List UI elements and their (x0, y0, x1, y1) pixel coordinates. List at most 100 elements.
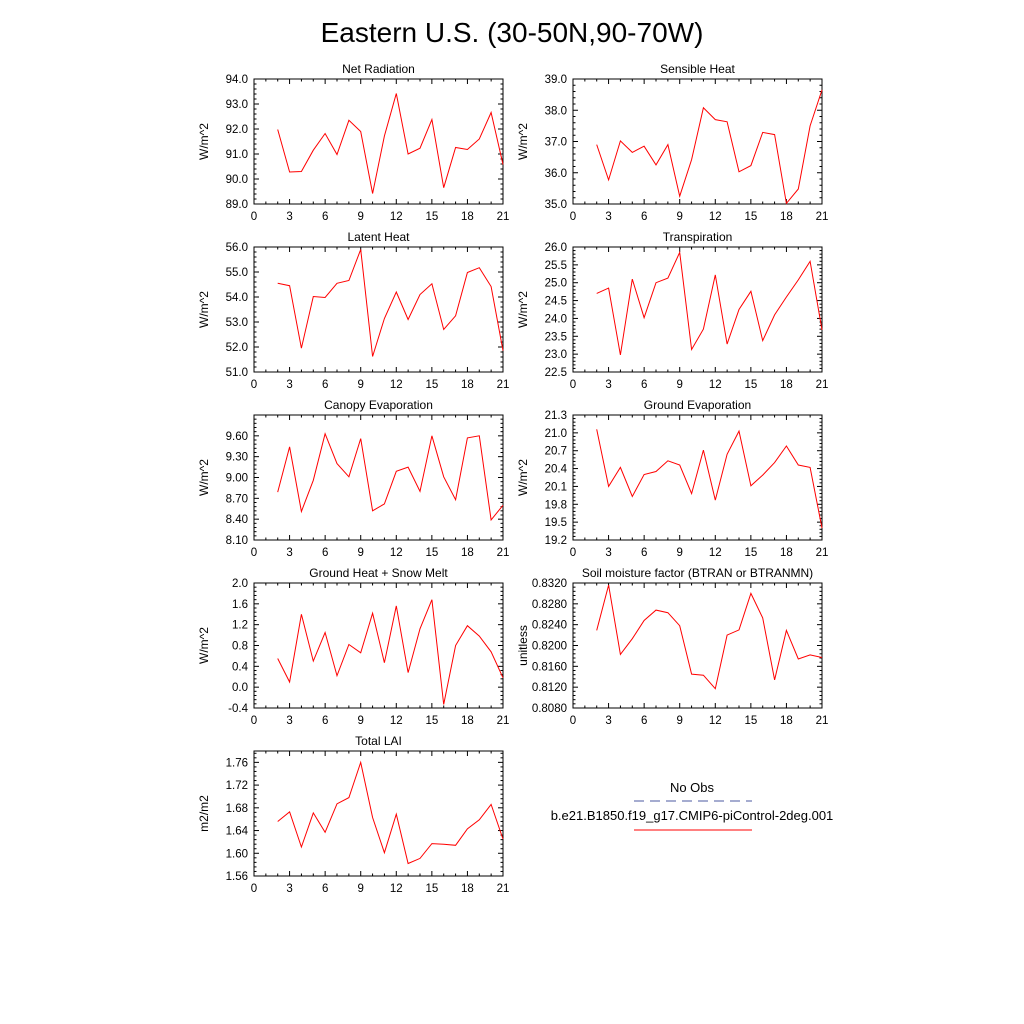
y-tick-label: 1.2 (232, 620, 248, 632)
y-tick-label: 9.60 (226, 431, 248, 443)
panel-title: Soil moisture factor (BTRAN or BTRANMN) (582, 566, 813, 580)
x-tick-label: 21 (497, 211, 510, 223)
y-tick-label: 90.0 (226, 174, 248, 186)
panel-title: Latent Heat (347, 230, 410, 244)
y-tick-label: 39.0 (545, 74, 567, 86)
x-tick-label: 12 (709, 715, 722, 727)
x-tick-label: 6 (641, 547, 647, 559)
chart-panel: Transpiration W/m^2 0 3 6 9 12 15 18 21 22.5 23.0 23… (516, 230, 828, 391)
x-tick-label: 18 (780, 211, 793, 223)
y-axis-label: W/m^2 (197, 627, 211, 664)
x-tick-label: 6 (322, 715, 328, 727)
y-tick-label: 1.56 (226, 871, 248, 883)
x-tick-label: 3 (286, 547, 292, 559)
y-axis-label: W/m^2 (197, 291, 211, 328)
y-axis-label: W/m^2 (197, 459, 211, 496)
y-tick-label: 2.0 (232, 578, 248, 590)
y-tick-label: 19.5 (545, 517, 567, 529)
x-tick-label: 3 (605, 715, 611, 727)
y-tick-label: 1.6 (232, 599, 248, 611)
y-tick-label: 38.0 (545, 105, 567, 117)
y-tick-label: 92.0 (226, 124, 248, 136)
plot-frame (253, 78, 504, 205)
x-tick-label: 3 (286, 211, 292, 223)
x-tick-label: 6 (641, 715, 647, 727)
x-tick-label: 21 (816, 379, 829, 391)
x-tick-label: 9 (677, 715, 683, 727)
panel-title: Sensible Heat (660, 62, 735, 76)
plot-frame (572, 414, 823, 541)
y-tick-label: 23.5 (545, 331, 567, 343)
y-tick-label: 55.0 (226, 267, 248, 279)
series-line (596, 250, 823, 355)
panel-title: Net Radiation (342, 62, 415, 76)
x-tick-label: 3 (286, 883, 292, 895)
x-tick-label: 3 (605, 211, 611, 223)
panel-title: Ground Evaporation (644, 398, 751, 412)
y-axis-label: m2/m2 (197, 795, 211, 832)
y-tick-label: 0.8160 (532, 661, 567, 673)
x-tick-label: 0 (570, 547, 576, 559)
y-tick-label: 1.68 (226, 803, 248, 815)
x-tick-label: 0 (570, 211, 576, 223)
x-tick-label: 18 (461, 379, 474, 391)
x-tick-label: 21 (497, 883, 510, 895)
y-tick-label: 51.0 (226, 367, 248, 379)
x-tick-label: 0 (251, 547, 257, 559)
y-tick-label: 0.0 (232, 682, 248, 694)
x-tick-label: 3 (286, 715, 292, 727)
chart-panel: Latent Heat W/m^2 0 3 6 9 12 15 18 21 51.0 52.0 53.0… (197, 230, 509, 391)
y-axis-label: W/m^2 (516, 123, 530, 160)
x-tick-label: 0 (570, 379, 576, 391)
x-tick-label: 9 (358, 379, 364, 391)
x-tick-label: 15 (425, 547, 438, 559)
y-tick-label: 21.0 (545, 428, 567, 440)
x-tick-label: 6 (641, 211, 647, 223)
x-tick-label: 18 (461, 547, 474, 559)
panel-title: Total LAI (355, 734, 402, 748)
panel-title: Canopy Evaporation (324, 398, 433, 412)
y-tick-label: 20.4 (545, 464, 568, 476)
y-tick-label: 9.00 (226, 473, 248, 485)
y-tick-label: 89.0 (226, 199, 248, 211)
x-tick-label: 18 (780, 547, 793, 559)
x-tick-label: 9 (358, 715, 364, 727)
series-line (277, 249, 504, 357)
y-tick-label: 19.2 (545, 535, 567, 547)
series-line (596, 429, 823, 529)
series-line (277, 599, 504, 705)
legend: No Obs b.e21.B1850.f19_g17.CMIP6-piContr… (551, 780, 833, 831)
legend-obs-label: No Obs (670, 780, 715, 795)
x-tick-label: 15 (425, 379, 438, 391)
x-tick-label: 0 (251, 211, 257, 223)
x-tick-label: 6 (322, 883, 328, 895)
x-tick-label: 6 (641, 379, 647, 391)
y-tick-label: 56.0 (226, 242, 248, 254)
y-tick-label: 0.8 (232, 641, 248, 653)
x-tick-label: 12 (390, 211, 403, 223)
y-tick-label: 8.10 (226, 535, 248, 547)
y-tick-label: 0.8320 (532, 578, 567, 590)
x-tick-label: 9 (358, 883, 364, 895)
x-tick-label: 15 (744, 715, 757, 727)
y-tick-label: 37.0 (545, 137, 567, 149)
x-tick-label: 18 (780, 379, 793, 391)
series-line (277, 760, 504, 865)
chart-panel: Ground Heat + Snow Melt W/m^2 0 3 6 9 12 15 18 21… (197, 566, 509, 727)
x-tick-label: 15 (744, 211, 757, 223)
x-tick-label: 9 (358, 211, 364, 223)
x-tick-label: 12 (709, 547, 722, 559)
series-line (596, 89, 823, 205)
x-tick-label: 12 (390, 715, 403, 727)
y-tick-label: 1.64 (226, 826, 249, 838)
x-tick-label: 18 (461, 211, 474, 223)
chart-panel: Canopy Evaporation W/m^2 0 3 6 9 12 15 18 21 8.10 8… (197, 398, 509, 559)
y-tick-label: 9.30 (226, 452, 248, 464)
x-tick-label: 0 (570, 715, 576, 727)
y-tick-label: 0.8120 (532, 682, 567, 694)
x-tick-label: 9 (358, 547, 364, 559)
x-tick-label: 0 (251, 715, 257, 727)
y-tick-label: 0.8280 (532, 599, 567, 611)
